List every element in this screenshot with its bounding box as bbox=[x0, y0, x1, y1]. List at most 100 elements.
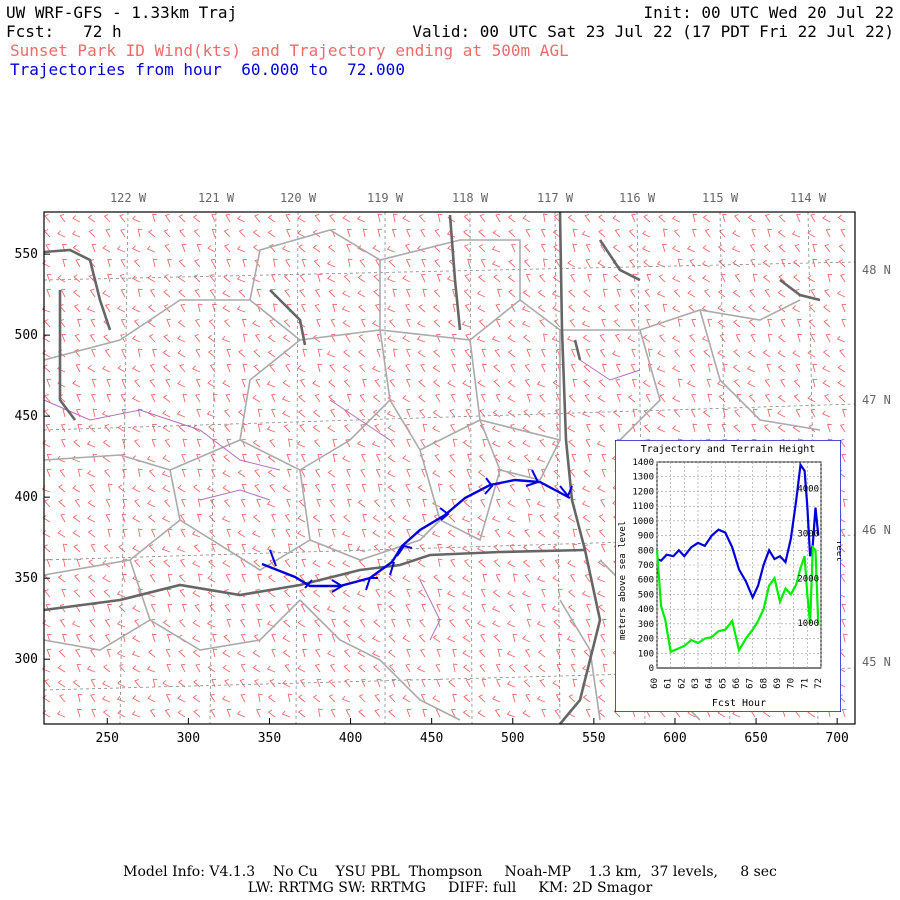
wind-barb bbox=[343, 274, 351, 283]
wind-barb bbox=[596, 575, 606, 583]
wind-barb bbox=[42, 440, 51, 448]
wind-barb bbox=[269, 483, 276, 493]
wind-barb bbox=[614, 228, 621, 238]
wind-barb bbox=[812, 378, 818, 388]
wind-barb bbox=[436, 543, 442, 553]
wind-barb bbox=[587, 273, 592, 283]
wind-barb bbox=[557, 633, 563, 643]
wind-barb bbox=[92, 408, 98, 418]
wind-barb bbox=[44, 678, 51, 688]
wind-barb bbox=[271, 408, 276, 418]
wind-barb bbox=[281, 245, 291, 253]
wind-barb bbox=[284, 513, 291, 523]
wind-barb bbox=[317, 348, 323, 358]
wind-barb bbox=[222, 650, 231, 658]
wind-barb bbox=[551, 335, 561, 343]
wind-barb bbox=[541, 468, 546, 478]
wind-barb bbox=[492, 229, 501, 238]
wind-barb bbox=[74, 498, 81, 508]
wind-barb bbox=[568, 694, 576, 703]
wind-barb bbox=[177, 679, 186, 688]
wind-barb bbox=[522, 215, 531, 223]
wind-barb bbox=[718, 229, 726, 238]
wind-barb bbox=[162, 485, 171, 493]
wind-barb bbox=[286, 453, 292, 463]
wind-barb bbox=[732, 259, 741, 268]
wind-barb bbox=[46, 558, 52, 568]
wind-barb bbox=[387, 530, 396, 538]
trajectory-terrain-inset: Trajectory and Terrain Height 0100200300… bbox=[615, 440, 841, 712]
inset-right-label: feet bbox=[834, 540, 841, 562]
wind-barb bbox=[463, 499, 471, 508]
wind-barb bbox=[298, 694, 306, 703]
y-tick-label: 550 bbox=[15, 247, 38, 262]
wind-barb bbox=[388, 259, 396, 268]
wind-barb bbox=[596, 590, 606, 598]
wind-barb bbox=[300, 453, 306, 463]
wind-barb bbox=[417, 484, 426, 493]
wind-barb bbox=[839, 273, 846, 283]
wind-barb bbox=[312, 424, 321, 433]
wind-barb bbox=[42, 335, 51, 343]
wind-barb bbox=[271, 393, 276, 403]
wind-barb bbox=[89, 483, 96, 493]
wind-barb bbox=[166, 318, 171, 328]
wind-barb bbox=[312, 604, 321, 613]
wind-barb bbox=[152, 678, 158, 688]
wind-barb bbox=[645, 393, 651, 403]
wind-barb bbox=[796, 213, 801, 223]
wind-barb bbox=[372, 529, 381, 538]
wind-barb bbox=[512, 693, 517, 703]
wind-barb bbox=[372, 394, 381, 403]
wind-barb bbox=[523, 259, 531, 268]
wind-barb bbox=[116, 620, 126, 628]
wind-barb bbox=[388, 604, 396, 613]
wind-barb bbox=[508, 289, 516, 298]
wind-barb bbox=[553, 244, 561, 253]
wind-barb bbox=[539, 438, 546, 448]
wind-barb bbox=[104, 618, 111, 628]
wind-barb bbox=[437, 213, 443, 223]
wind-barb bbox=[467, 483, 473, 493]
wind-barb bbox=[497, 288, 502, 298]
wind-barb bbox=[671, 245, 681, 253]
wind-barb bbox=[236, 305, 246, 313]
wind-barb bbox=[493, 364, 501, 373]
wind-barb bbox=[254, 483, 261, 493]
wind-barb bbox=[568, 289, 576, 298]
wind-barb bbox=[327, 275, 336, 283]
wind-barb bbox=[477, 290, 486, 298]
wind-barb bbox=[808, 424, 816, 433]
wind-barb bbox=[386, 245, 396, 253]
wind-barb bbox=[389, 438, 396, 448]
wind-barb bbox=[192, 214, 201, 223]
wind-barb bbox=[89, 288, 96, 298]
wind-barb bbox=[597, 485, 606, 493]
wind-barb bbox=[524, 528, 531, 538]
wind-barb bbox=[405, 288, 411, 298]
wind-barb bbox=[179, 558, 186, 568]
wind-barb bbox=[585, 708, 591, 718]
wind-barb bbox=[686, 245, 696, 253]
wind-barb bbox=[102, 709, 111, 718]
wind-barb bbox=[312, 409, 321, 418]
wind-barb bbox=[59, 618, 66, 628]
wind-barb bbox=[191, 365, 201, 373]
wind-barb bbox=[422, 288, 428, 298]
wind-barb bbox=[343, 424, 351, 433]
wind-barb bbox=[767, 318, 772, 328]
wind-barb bbox=[552, 274, 561, 283]
wind-barb bbox=[104, 348, 111, 358]
wind-barb bbox=[149, 708, 156, 718]
wind-barb bbox=[73, 274, 81, 283]
wind-barb bbox=[461, 590, 471, 598]
wind-barb bbox=[406, 648, 411, 658]
wind-barb bbox=[61, 588, 67, 598]
map-frame bbox=[43, 211, 856, 725]
wind-barb bbox=[433, 574, 441, 583]
wind-barb bbox=[536, 455, 546, 463]
wind-barb bbox=[251, 530, 261, 538]
wind-barb bbox=[44, 393, 51, 403]
wind-barb bbox=[481, 603, 486, 613]
wind-barb bbox=[374, 693, 381, 703]
